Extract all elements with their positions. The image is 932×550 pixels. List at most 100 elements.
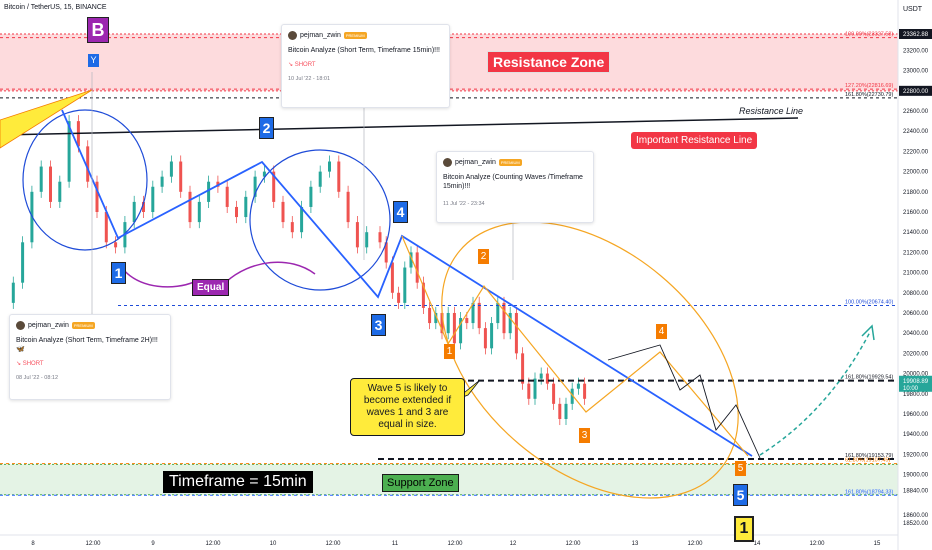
note-author: pejman_zwin — [28, 322, 69, 329]
candle-body — [262, 171, 266, 177]
candle-body — [421, 282, 425, 308]
candle-body — [397, 292, 401, 303]
candle-body — [244, 196, 248, 218]
candle-body — [558, 403, 562, 419]
resistance-line — [0, 117, 799, 136]
note-author: pejman_zwin — [300, 32, 341, 39]
candle-body — [415, 252, 419, 283]
projection-arrow — [759, 331, 871, 456]
price-tick: 19000.00 — [903, 473, 929, 479]
avatar — [288, 31, 297, 40]
current-price-bg — [899, 375, 932, 392]
candle-body — [483, 328, 487, 349]
time-tick: 12:00 — [565, 541, 581, 547]
candle-body — [58, 181, 62, 202]
price-tick: 21000.00 — [903, 271, 929, 277]
projection-path — [607, 344, 761, 459]
price-tag-bg — [899, 29, 932, 39]
candle-body — [309, 186, 313, 207]
candle-body — [452, 312, 456, 344]
price-tick: 20200.00 — [903, 351, 929, 357]
price-tick: 19800.00 — [903, 392, 929, 398]
wave-y-box: Y — [88, 54, 99, 67]
current-price-time: 10:00 — [903, 386, 919, 392]
candle-body — [132, 201, 136, 223]
candle-body — [527, 383, 531, 399]
time-tick: 12:00 — [325, 541, 341, 547]
price-tick: 23362.88 — [903, 32, 929, 38]
price-tick: 23200.00 — [903, 48, 929, 54]
price-tick: 19200.00 — [903, 452, 929, 458]
arrow-head — [861, 324, 875, 341]
idea-note-2[interactable]: pejman_zwin PREMIUM Bitcoin Analyze (Coun… — [436, 151, 594, 223]
price-tick: 22000.00 — [903, 170, 929, 176]
candle-body — [272, 171, 276, 202]
idea-note-1[interactable]: pejman_zwin PREMIUM Bitcoin Analyze (Shor… — [281, 24, 450, 108]
candle-body — [21, 242, 25, 283]
note-direction: ↘ SHORT — [16, 361, 44, 367]
wave-5-box: 5 — [733, 484, 748, 506]
wave-b-box: B — [87, 17, 109, 43]
candle-body — [216, 181, 220, 187]
avatar — [16, 321, 25, 330]
note-title[interactable]: Bitcoin Analyze (Short Term, Timeframe 1… — [288, 47, 440, 54]
note-title[interactable]: Bitcoin Analyze (Short Term, Timeframe 2… — [16, 337, 158, 353]
price-tick: 18600.00 — [903, 513, 929, 519]
price-tick: 20800.00 — [903, 291, 929, 297]
time-axis: 8 12:00 9 12:00 10 12:00 11 12:00 12 12:00 13 12:00… — [0, 534, 898, 547]
candle-body — [160, 176, 164, 187]
candle-body — [179, 161, 183, 192]
candle-body — [104, 212, 108, 243]
candle-body — [95, 181, 99, 213]
price-tick: 23000.00 — [903, 69, 929, 75]
orange-count-5: 5 — [735, 461, 746, 476]
price-tick: 22400.00 — [903, 129, 929, 135]
equal-label: Equal — [192, 279, 230, 296]
price-tick: 18520.00 — [903, 521, 929, 527]
fib-label: 161.80%(19153.79) — [845, 453, 893, 459]
candle-body — [508, 312, 512, 334]
idea-note-3[interactable]: pejman_zwin PREMIUM Bitcoin Analyze (Shor… — [9, 314, 171, 400]
wave-ellipse-3 — [441, 221, 739, 499]
price-tick: 20000.00 — [903, 372, 929, 378]
price-tick: 22600.00 — [903, 109, 929, 115]
fib-label: 161.80%(18794.33) — [845, 489, 893, 495]
note-author: pejman_zwin — [455, 159, 496, 166]
orange-count-3: 3 — [579, 428, 590, 443]
fib-label: 100.00%(20674.40) — [845, 299, 893, 305]
wave-3-box: 3 — [371, 314, 386, 336]
fib-label: 127.20%(22816.69) — [845, 83, 893, 89]
price-tick: 22800.00 — [903, 89, 929, 95]
candle-body — [328, 161, 331, 172]
candle-body — [300, 206, 304, 233]
resistance-zone-label: Resistance Zone — [487, 51, 611, 73]
candle-body — [337, 161, 341, 192]
candle-body — [521, 353, 525, 384]
candle-body — [583, 383, 587, 399]
candle-body — [514, 312, 518, 354]
note-date: 08 Jul '22 - 08:12 — [16, 375, 59, 381]
premium-badge: PREMIUM — [71, 322, 95, 329]
wave-ellipse-2 — [249, 149, 391, 291]
price-tick: 21200.00 — [903, 250, 929, 256]
candle-body — [465, 318, 469, 324]
note-date: 10 Jul '22 - 18:01 — [288, 76, 331, 82]
price-tick: 19600.00 — [903, 412, 929, 418]
orange-count-2: 2 — [478, 249, 489, 264]
wave-4-box: 4 — [393, 201, 408, 223]
note-title[interactable]: Bitcoin Analyze (Counting Waves /Timefra… — [443, 174, 583, 190]
candle-body — [440, 312, 444, 334]
candle-body — [434, 312, 438, 324]
note-direction: ↘ SHORT — [288, 62, 316, 68]
fib-label: 161.80%(22730.79) — [845, 92, 893, 98]
candle-body — [39, 166, 43, 192]
time-tick: 12:00 — [447, 541, 463, 547]
candle-body — [142, 201, 145, 213]
wave-2-box: 2 — [259, 117, 274, 139]
price-tick: 20400.00 — [903, 331, 929, 337]
price-tick: 21600.00 — [903, 210, 929, 216]
candle-body — [459, 318, 463, 344]
candle-body — [225, 186, 229, 207]
candle-body — [281, 201, 285, 223]
